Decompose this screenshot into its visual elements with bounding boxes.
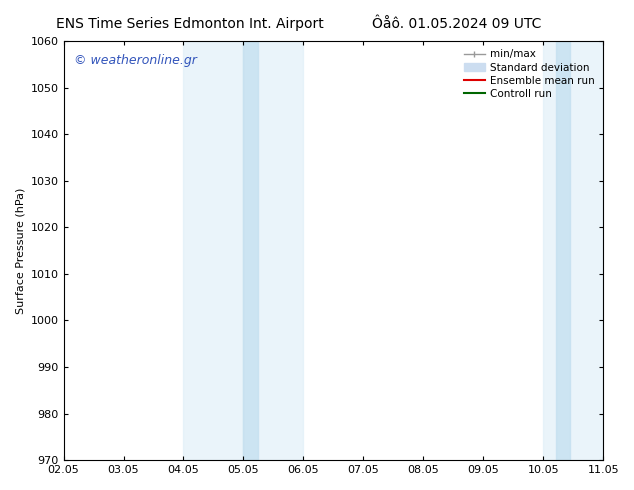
Text: Ôåô. 01.05.2024 09 UTC: Ôåô. 01.05.2024 09 UTC [372, 17, 541, 31]
Text: ENS Time Series Edmonton Int. Airport: ENS Time Series Edmonton Int. Airport [56, 17, 324, 31]
Bar [543, 41, 603, 460]
Bar [557, 41, 569, 460]
Text: © weatheronline.gr: © weatheronline.gr [74, 53, 197, 67]
Bar [243, 41, 259, 460]
Bar [243, 41, 304, 460]
Bar [183, 41, 243, 460]
Y-axis label: Surface Pressure (hPa): Surface Pressure (hPa) [15, 187, 25, 314]
Legend: min/max, Standard deviation, Ensemble mean run, Controll run: min/max, Standard deviation, Ensemble me… [461, 46, 598, 102]
